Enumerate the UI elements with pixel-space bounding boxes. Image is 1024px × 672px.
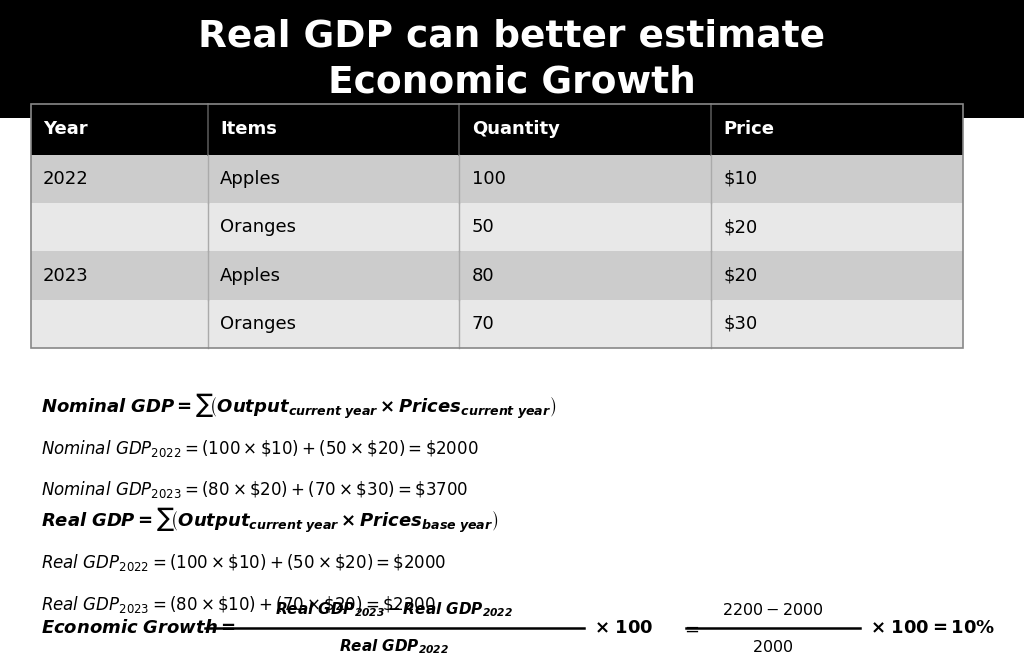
Text: Apples: Apples <box>220 267 281 284</box>
Text: 2023: 2023 <box>43 267 89 284</box>
Text: Price: Price <box>723 120 774 138</box>
FancyBboxPatch shape <box>0 0 1024 118</box>
Text: Economic Growth: Economic Growth <box>328 65 696 101</box>
Text: $\mathbf{\times\ 100}$: $\mathbf{\times\ 100}$ <box>594 620 653 637</box>
Text: 70: 70 <box>472 315 495 333</box>
Text: Oranges: Oranges <box>220 218 296 236</box>
Text: $20: $20 <box>723 267 758 284</box>
Text: $10: $10 <box>723 170 758 187</box>
Text: $30: $30 <box>723 315 758 333</box>
Text: $\bfit{Real\ GDP_{2022}}$: $\bfit{Real\ GDP_{2022}}$ <box>339 638 450 657</box>
Text: $20: $20 <box>723 218 758 236</box>
Text: $2200 - 2000$: $2200 - 2000$ <box>722 601 824 618</box>
Text: $\mathit{Nominal\ GDP_{2022} = (100 \times \$10) + (50 \times \$20) = \$2000}$: $\mathit{Nominal\ GDP_{2022} = (100 \tim… <box>41 437 478 459</box>
Text: $\bfit{Economic\ Growth} =$: $\bfit{Economic\ Growth} =$ <box>41 620 236 637</box>
Text: 80: 80 <box>472 267 495 284</box>
Text: Apples: Apples <box>220 170 281 187</box>
Text: Year: Year <box>43 120 88 138</box>
Text: Oranges: Oranges <box>220 315 296 333</box>
Text: $\mathbf{\times\ 100 = 10\%}$: $\mathbf{\times\ 100 = 10\%}$ <box>870 620 995 637</box>
Text: $\mathit{Nominal\ GDP_{2023} = (80 \times \$20) + (70 \times \$30) = \$3700}$: $\mathit{Nominal\ GDP_{2023} = (80 \time… <box>41 479 468 501</box>
Text: Real GDP can better estimate: Real GDP can better estimate <box>199 19 825 55</box>
FancyBboxPatch shape <box>31 300 963 348</box>
Text: 2022: 2022 <box>43 170 89 187</box>
FancyBboxPatch shape <box>31 104 963 155</box>
Text: $2000$: $2000$ <box>753 639 794 655</box>
Text: 100: 100 <box>472 170 506 187</box>
FancyBboxPatch shape <box>31 203 963 251</box>
Text: 50: 50 <box>472 218 495 236</box>
Text: $\bfit{Nominal\ GDP} = \sum\!\left(\bfit{Output}_{\bfit{current\ year}} \times \: $\bfit{Nominal\ GDP} = \sum\!\left(\bfit… <box>41 392 556 421</box>
FancyBboxPatch shape <box>31 155 963 203</box>
Text: Items: Items <box>220 120 276 138</box>
Text: $\bfit{Real\ GDP_{2023} - Real\ GDP_{2022}}$: $\bfit{Real\ GDP_{2023} - Real\ GDP_{202… <box>275 600 513 619</box>
Text: $\mathit{Real\ GDP_{2022} = (100 \times \$10) + (50 \times \$20) = \$2000}$: $\mathit{Real\ GDP_{2022} = (100 \times … <box>41 552 446 573</box>
Text: $=$: $=$ <box>681 620 699 637</box>
Text: $\mathit{Real\ GDP_{2023} = (80 \times \$10) + (70 \times \$20) = \$2200}$: $\mathit{Real\ GDP_{2023} = (80 \times \… <box>41 593 436 615</box>
FancyBboxPatch shape <box>31 251 963 300</box>
Text: Quantity: Quantity <box>472 120 559 138</box>
Text: $\bfit{Real\ GDP} = \sum\!\left(\bfit{Output}_{\bfit{current\ year}} \times \bfi: $\bfit{Real\ GDP} = \sum\!\left(\bfit{Ou… <box>41 506 499 536</box>
